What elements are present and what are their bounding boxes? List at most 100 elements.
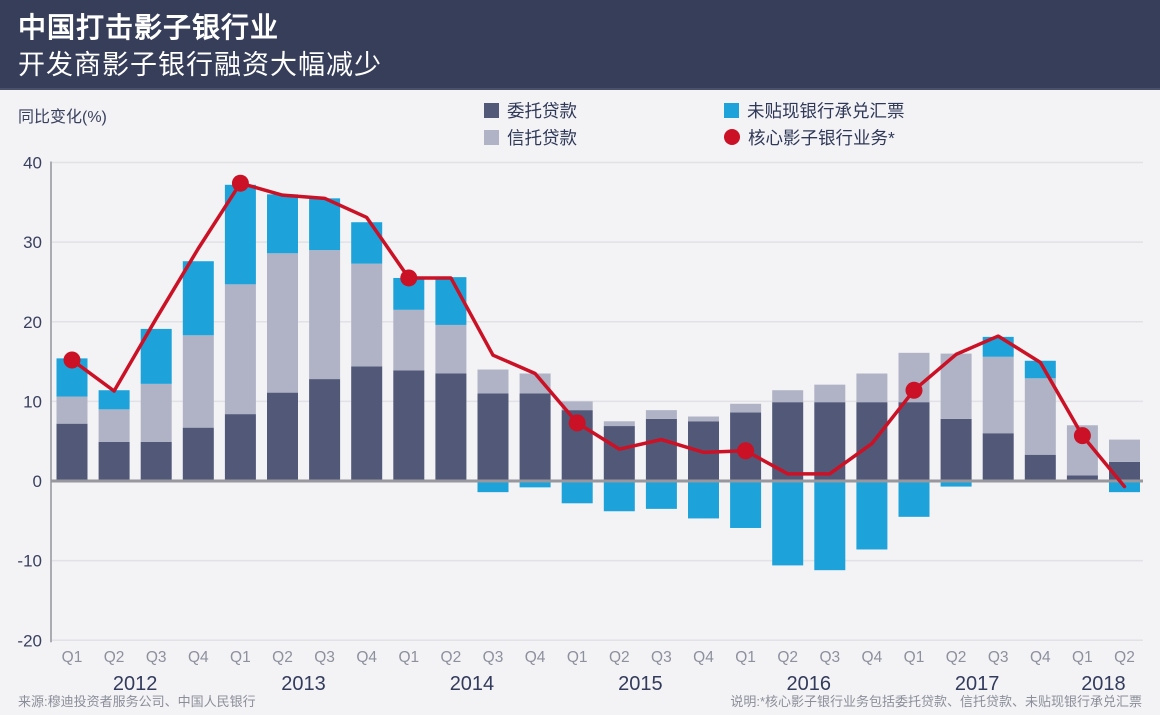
bar-segment-entrusted-loans: [393, 370, 425, 481]
bar-segment-undiscounted-bills: [688, 481, 719, 519]
bar-segment-trust-loans: [435, 324, 467, 374]
legend-row: 委托贷款 未贴现银行承兑汇票: [484, 100, 1144, 121]
x-tick-label-quarter: Q4: [356, 649, 377, 666]
bar-segment-trust-loans: [182, 335, 214, 428]
bar-segment-entrusted-loans: [1066, 475, 1098, 481]
trust-loans-swatch-icon: [484, 129, 499, 145]
bar-segment-trust-loans: [224, 284, 256, 415]
bar-segment-undiscounted-bills: [898, 481, 930, 517]
legend-item-undiscounted-bills: 未贴现银行承兑汇票: [724, 100, 905, 121]
bar-segment-entrusted-loans: [940, 418, 972, 481]
bar-segment-entrusted-loans: [224, 414, 256, 481]
x-tick-label-quarter: Q4: [862, 649, 883, 666]
x-tick-label-year: 2016: [787, 673, 832, 695]
x-tick-label-quarter: Q3: [146, 649, 167, 666]
bar-segment-undiscounted-bills: [182, 261, 214, 336]
core-shadow-banking-marker: [568, 414, 586, 432]
legend-item-entrusted-loans: 委托贷款: [484, 100, 724, 121]
bar-segment-trust-loans: [814, 384, 846, 403]
x-tick-label-year: 2015: [618, 673, 663, 695]
legend-item-core-shadow-banking: 核心影子银行业务*: [724, 127, 895, 148]
x-tick-label-quarter: Q1: [904, 649, 925, 666]
bar-segment-entrusted-loans: [435, 373, 467, 481]
x-tick-label-quarter: Q4: [693, 649, 714, 666]
bar-segment-undiscounted-bills: [435, 277, 467, 325]
x-tick-label-quarter: Q1: [62, 649, 83, 666]
legend-label: 未贴现银行承兑汇票: [747, 100, 905, 121]
bar-segment-undiscounted-bills: [645, 481, 677, 509]
legend-row: 信托贷款 核心影子银行业务*: [484, 127, 1144, 148]
bar-segment-undiscounted-bills: [477, 481, 509, 493]
core-shadow-banking-marker: [400, 269, 418, 287]
x-tick-label-quarter: Q2: [272, 649, 293, 666]
y-axis-unit-label: 同比变化(%): [18, 109, 107, 126]
bar-segment-trust-loans: [140, 383, 172, 442]
core-shadow-banking-marker: [905, 381, 923, 399]
bar-segment-undiscounted-bills: [98, 390, 130, 410]
bar-segment-entrusted-loans: [603, 426, 635, 481]
bar-segment-undiscounted-bills: [267, 194, 298, 254]
x-tick-label-year: 2018: [1081, 673, 1126, 695]
x-tick-label-quarter: Q1: [735, 649, 756, 666]
bar-segment-undiscounted-bills: [309, 198, 341, 251]
page-subtitle: 开发商影子银行融资大幅减少: [18, 50, 382, 80]
bar-segment-entrusted-loans: [477, 393, 509, 481]
bar-segment-undiscounted-bills: [772, 481, 804, 566]
x-tick-label-quarter: Q4: [1030, 649, 1051, 666]
bar-segment-undiscounted-bills: [730, 481, 762, 528]
x-tick-label-quarter: Q1: [567, 649, 588, 666]
bar-segment-trust-loans: [351, 263, 383, 367]
x-tick-label-quarter: Q1: [1072, 649, 1093, 666]
bar-segment-trust-loans: [645, 410, 677, 419]
x-tick-label-quarter: Q3: [988, 649, 1009, 666]
x-tick-label-quarter: Q4: [188, 649, 209, 666]
bar-segment-undiscounted-bills: [519, 481, 551, 488]
bar-segment-undiscounted-bills: [940, 481, 972, 487]
header: 中国打击影子银行业 开发商影子银行融资大幅减少: [0, 0, 1160, 90]
bar-segment-entrusted-loans: [56, 423, 88, 481]
bar-segment-entrusted-loans: [645, 418, 677, 481]
bar-segment-trust-loans: [772, 390, 804, 403]
bar-segment-undiscounted-bills: [856, 481, 888, 550]
core-shadow-banking-marker: [63, 351, 81, 369]
y-tick-label: 0: [33, 472, 42, 491]
y-tick-label: 30: [23, 233, 42, 252]
bar-segment-undiscounted-bills: [814, 481, 846, 571]
bar-segment-entrusted-loans: [898, 402, 930, 481]
bar-segment-entrusted-loans: [309, 379, 341, 481]
bar-segment-trust-loans: [393, 309, 425, 371]
x-tick-label-quarter: Q2: [609, 649, 630, 666]
x-tick-label-year: 2017: [955, 673, 1000, 695]
bar-segment-trust-loans: [982, 356, 1014, 434]
x-tick-label-year: 2012: [113, 673, 158, 695]
chart-legend: 委托贷款 未贴现银行承兑汇票 信托贷款 核心影子银行业务*: [484, 100, 1144, 154]
x-tick-label-quarter: Q3: [651, 649, 672, 666]
y-tick-label: 40: [23, 154, 42, 173]
bar-segment-trust-loans: [1109, 439, 1140, 462]
bar-segment-trust-loans: [1024, 378, 1056, 455]
x-tick-label-quarter: Q3: [314, 649, 335, 666]
x-tick-label-year: 2013: [281, 673, 326, 695]
x-tick-label-quarter: Q3: [819, 649, 840, 666]
x-tick-label-quarter: Q2: [441, 649, 462, 666]
entrusted-loans-swatch-icon: [484, 102, 499, 118]
x-tick-label-quarter: Q2: [777, 649, 798, 666]
legend-label: 委托贷款: [507, 100, 577, 121]
y-tick-label: 10: [23, 392, 42, 411]
legend-item-trust-loans: 信托贷款: [484, 127, 724, 148]
bar-segment-trust-loans: [98, 409, 130, 442]
bar-segment-trust-loans: [56, 396, 88, 424]
core-shadow-banking-marker: [737, 442, 755, 460]
bar-segment-entrusted-loans: [267, 392, 298, 481]
undiscounted-bills-swatch-icon: [724, 102, 739, 118]
bar-segment-undiscounted-bills: [603, 481, 635, 512]
bar-segment-trust-loans: [267, 253, 298, 393]
bar-segment-trust-loans: [856, 373, 888, 403]
bar-segment-entrusted-loans: [814, 402, 846, 481]
bar-segment-undiscounted-bills: [351, 222, 383, 264]
source-text: 来源:穆迪投资者服务公司、中国人民银行: [18, 694, 256, 709]
x-tick-label-quarter: Q1: [230, 649, 251, 666]
definition-note-text: 说明:*核心影子银行业务包括委托贷款、信托贷款、未贴现银行承兑汇票: [730, 694, 1142, 709]
